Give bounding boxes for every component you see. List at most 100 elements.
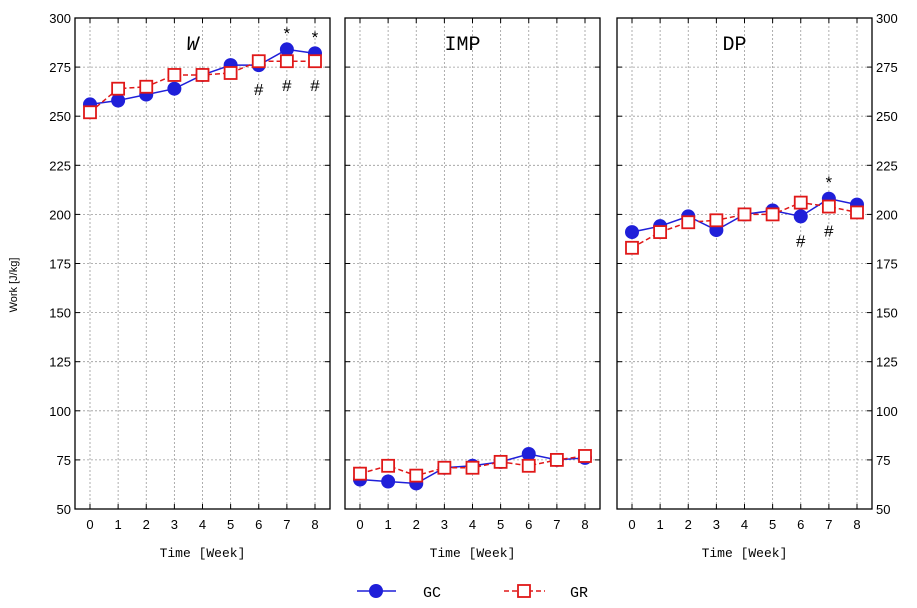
y-tick-label-left: 50 [57, 502, 71, 517]
data-point-gr [139, 79, 154, 94]
data-point-gr [279, 54, 294, 69]
y-tick-label-left: 225 [49, 158, 71, 173]
x-tick-label: 5 [769, 517, 776, 532]
data-point-gr [521, 458, 536, 473]
x-tick-label: 0 [86, 517, 93, 532]
data-point-gc [167, 81, 182, 96]
x-tick-label: 7 [825, 517, 832, 532]
significance-mark: * [824, 176, 834, 195]
legend-gr-marker [517, 584, 531, 598]
data-point-gr [493, 454, 508, 469]
data-point-gr [353, 466, 367, 481]
x-tick-label: 6 [255, 517, 262, 532]
y-tick-label-left: 300 [49, 11, 71, 26]
y-tick-label-right: 150 [876, 306, 898, 321]
y-tick-label-right: 300 [876, 11, 898, 26]
legend-gr-label: GR [570, 585, 588, 602]
x-tick-label: 0 [356, 517, 363, 532]
data-point-gr [850, 205, 864, 220]
y-tick-label-left: 275 [49, 60, 71, 75]
x-tick-label: 1 [385, 517, 392, 532]
legend-gc-marker [369, 584, 383, 598]
panel-1: 0 1 2 3 4 5 6 7 8 Time [Week] IMP [344, 17, 601, 561]
significance-mark: # [824, 224, 834, 243]
data-point-gr [737, 207, 752, 222]
x-tick-label: 8 [581, 517, 588, 532]
x-tick-label: 6 [525, 517, 532, 532]
x-tick-label: 0 [628, 517, 635, 532]
data-point-gr [765, 207, 780, 222]
data-point-gc [521, 447, 536, 462]
data-point-gr [308, 54, 322, 69]
x-tick-label: 3 [171, 517, 178, 532]
x-tick-label: 3 [713, 517, 720, 532]
data-point-gr [549, 452, 564, 467]
y-tick-label-left: 125 [49, 355, 71, 370]
y-tick-label-right: 125 [876, 355, 898, 370]
y-tick-label-right: 250 [876, 109, 898, 124]
data-point-gr [167, 68, 182, 82]
y-tick-label-right: 100 [876, 404, 898, 419]
data-point-gr [409, 468, 424, 483]
series-line-gr [631, 201, 858, 249]
data-point-gr [793, 195, 808, 210]
significance-mark: * [282, 26, 292, 45]
panel-0: 0 1 2 3 4 5 6 7 8 50 75 100 125 150 175 200 225 250 275 300… [49, 11, 331, 561]
data-point-gr [465, 460, 480, 475]
x-tick-label: 3 [441, 517, 448, 532]
panels: 0 1 2 3 4 5 6 7 85075100125150175200225250275300… [49, 11, 897, 561]
x-tick-label: 4 [741, 517, 748, 532]
data-point-gc [793, 209, 808, 224]
legend: GC GR [357, 584, 588, 602]
x-tick-label: 2 [143, 517, 150, 532]
y-tick-label-left: 75 [57, 453, 71, 468]
x-tick-label: 5 [227, 517, 234, 532]
data-point-gc [279, 42, 294, 57]
data-point-gc [381, 474, 396, 489]
x-axis-label: Time [Week] [430, 546, 516, 561]
data-point-gr [251, 54, 266, 69]
data-point-gr [625, 240, 639, 255]
data-point-gr [83, 105, 97, 120]
panel-title: W [186, 34, 200, 57]
x-tick-label: 1 [115, 517, 122, 532]
x-tick-label: 1 [657, 517, 664, 532]
x-tick-label: 5 [497, 517, 504, 532]
data-point-gr [195, 68, 210, 82]
data-point-gr [437, 460, 452, 475]
significance-mark: * [310, 30, 320, 49]
y-axis-label: Work [J/kg] [8, 258, 20, 313]
y-tick-label-right: 75 [876, 453, 890, 468]
data-point-gr [653, 225, 668, 239]
x-axis-label: Time [Week] [702, 546, 788, 561]
x-tick-label: 8 [311, 517, 318, 532]
data-point-gr [381, 458, 396, 473]
data-point-gr [681, 215, 696, 230]
significance-mark: # [796, 233, 806, 252]
panel-title: DP [722, 34, 746, 57]
x-tick-label: 7 [283, 517, 290, 532]
significance-mark: # [282, 78, 292, 97]
x-tick-label: 2 [413, 517, 420, 532]
data-point-gr [578, 449, 592, 463]
significance-mark: # [310, 78, 320, 97]
y-tick-label-right: 50 [876, 502, 890, 517]
y-tick-label-right: 225 [876, 158, 898, 173]
panel-2: 0 1 2 3 4 5 6 7 8 50 75 100 125 150 175 200 225 250 275 300… [616, 11, 898, 561]
data-point-gc [111, 93, 126, 108]
x-tick-label: 4 [469, 517, 476, 532]
y-tick-label-left: 175 [49, 257, 71, 272]
data-point-gr [223, 66, 238, 80]
data-point-gr [111, 81, 126, 96]
significance-mark: # [254, 82, 264, 101]
data-point-gr [821, 199, 836, 214]
data-point-gr [709, 213, 724, 228]
x-tick-label: 7 [553, 517, 560, 532]
y-tick-label-left: 100 [49, 404, 71, 419]
y-tick-label-right: 200 [876, 207, 898, 222]
panel-title: IMP [444, 34, 480, 57]
y-tick-label-right: 175 [876, 257, 898, 272]
x-tick-label: 4 [199, 517, 206, 532]
y-tick-label-left: 200 [49, 207, 71, 222]
